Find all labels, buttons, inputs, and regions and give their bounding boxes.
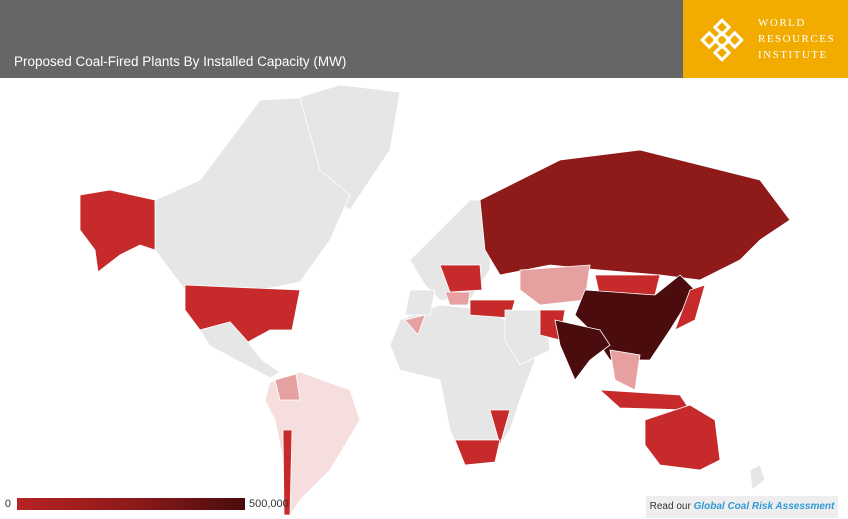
header-title: Proposed Coal-Fired Plants By Installed … — [14, 54, 346, 69]
legend-gradient — [17, 498, 245, 510]
country[interactable] — [674, 284, 706, 331]
country[interactable] — [199, 321, 281, 379]
legend-label: 0 — [5, 498, 11, 510]
link-text[interactable]: Global Coal Risk Assessment — [693, 501, 835, 512]
legend-label: 500,000 — [249, 498, 289, 510]
country[interactable] — [519, 264, 591, 306]
country[interactable] — [598, 389, 691, 411]
country[interactable] — [282, 429, 293, 516]
country[interactable] — [749, 464, 766, 491]
country[interactable] — [274, 373, 301, 401]
logo-box[interactable] — [683, 0, 848, 78]
link-prefix: Read our — [649, 501, 691, 512]
report-link[interactable]: Read our Global Coal Risk Assessment — [646, 496, 838, 518]
country[interactable] — [479, 149, 791, 281]
logo-text: INSTITUTE — [758, 49, 828, 61]
country[interactable] — [609, 349, 641, 391]
header-bar — [0, 0, 683, 78]
country[interactable] — [644, 404, 721, 471]
country[interactable] — [439, 264, 483, 293]
country[interactable] — [554, 319, 611, 381]
country[interactable] — [504, 309, 551, 366]
country[interactable] — [404, 314, 426, 336]
logo-icon — [700, 18, 744, 62]
logo-text: WORLD — [758, 17, 806, 29]
country[interactable] — [79, 189, 156, 273]
country[interactable] — [404, 289, 436, 316]
country[interactable] — [444, 291, 471, 306]
world-map — [79, 84, 791, 517]
country[interactable] — [454, 439, 501, 466]
logo-text: RESOURCES — [758, 33, 835, 45]
country[interactable] — [489, 409, 511, 447]
